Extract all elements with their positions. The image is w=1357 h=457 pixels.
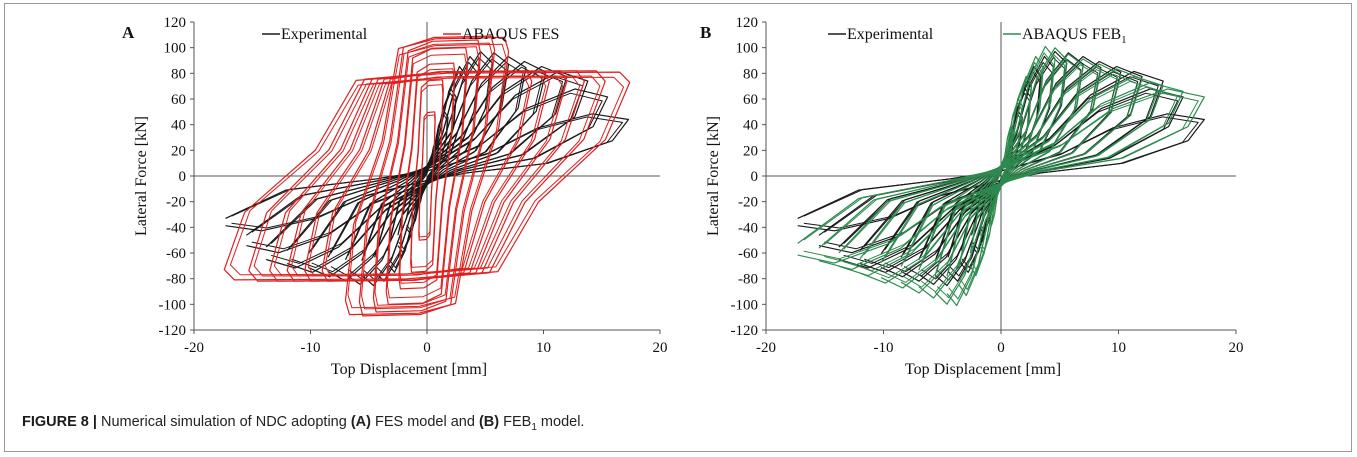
x-tick-label: -20 <box>756 340 776 356</box>
x-tick-label: 20 <box>653 340 668 356</box>
hysteresis-loop-repeat <box>884 69 1118 283</box>
y-tick-label: -40 <box>166 220 186 236</box>
x-tick-label: -20 <box>184 340 204 356</box>
hysteresis-loop-repeat <box>843 80 1159 272</box>
hysteresis-loop-repeat <box>920 59 1082 293</box>
x-tick-label: 0 <box>423 340 431 356</box>
hysteresis-loop <box>398 62 456 290</box>
y-tick-label: -60 <box>738 246 758 262</box>
series-abaqus-fes <box>223 35 631 317</box>
y-tick-label: 60 <box>743 92 758 108</box>
y-tick-label: 20 <box>171 143 186 159</box>
y-tick-label: 60 <box>171 92 186 108</box>
hysteresis-loop <box>385 47 469 305</box>
hysteresis-loop <box>344 36 510 316</box>
panel-label: B <box>700 23 711 42</box>
y-tick-label: -20 <box>738 195 758 211</box>
hysteresis-loop-repeat <box>959 62 1043 290</box>
y-tick-label: -100 <box>159 297 187 313</box>
y-tick-label: -120 <box>731 323 759 339</box>
legend-label: ABAQUS FEB1 <box>1022 26 1127 46</box>
hysteresis-loop-repeat <box>418 114 436 238</box>
hysteresis-loop-repeat <box>903 64 1099 288</box>
series-abaqus-feb <box>797 45 1205 307</box>
panel-label: A <box>122 23 135 42</box>
y-tick-label: 100 <box>164 41 187 57</box>
hysteresis-loop-repeat <box>980 102 1022 250</box>
y-tick-label: -80 <box>166 272 186 288</box>
y-tick-label: -80 <box>738 272 758 288</box>
y-tick-label: 100 <box>736 41 759 57</box>
y-tick-label: 80 <box>171 66 186 82</box>
caption-text-1: Numerical simulation of NDC adopting <box>96 414 351 430</box>
hysteresis-loop-repeat <box>936 53 1066 299</box>
caption-text-2: FES model and <box>370 414 479 430</box>
legend-label: Experimental <box>281 26 368 43</box>
y-tick-label: -40 <box>738 220 758 236</box>
x-tick-label: -10 <box>301 340 321 356</box>
figure-caption: FIGURE 8 | Numerical simulation of NDC a… <box>22 414 1322 433</box>
y-tick-label: 20 <box>743 143 758 159</box>
chart-panel-a: A-120-100-80-60-40-20020406080100120-20-… <box>122 15 668 378</box>
y-tick-label: -120 <box>159 323 187 339</box>
y-tick-label: 40 <box>743 118 758 134</box>
legend-label: ABAQUS FES <box>462 26 559 43</box>
legend-label: Experimental <box>847 26 934 43</box>
y-tick-label: 120 <box>164 15 187 31</box>
caption-subscript: 1 <box>531 421 537 433</box>
hysteresis-loop-repeat <box>330 62 524 277</box>
x-axis-label: Top Displacement [mm] <box>331 361 487 378</box>
y-axis-label: Lateral Force [kN] <box>133 116 150 236</box>
y-tick-label: 80 <box>743 66 758 82</box>
hysteresis-loop-repeat <box>229 76 625 276</box>
hysteresis-loop-repeat <box>399 68 455 284</box>
y-tick-label: 0 <box>179 169 187 185</box>
y-tick-label: -60 <box>166 246 186 262</box>
x-axis-label: Top Displacement [mm] <box>905 361 1061 378</box>
legend-subscript: 1 <box>1121 34 1127 46</box>
x-tick-label: 10 <box>1111 340 1126 356</box>
hysteresis-loop <box>372 39 482 313</box>
hysteresis-loop-repeat <box>347 58 507 280</box>
hysteresis-loop-repeat <box>803 92 1199 260</box>
hysteresis-loop-repeat <box>970 80 1032 272</box>
caption-text-4: model. <box>536 414 585 430</box>
caption-figure-label: FIGURE 8 | <box>22 414 97 430</box>
caption-bold-a: (A) <box>350 414 371 430</box>
series-experimental <box>225 50 630 287</box>
hysteresis-loop-repeat <box>363 57 491 281</box>
x-tick-label: 0 <box>997 340 1005 356</box>
hysteresis-loop-repeat <box>347 43 507 309</box>
hysteresis-loop <box>223 71 631 281</box>
hysteresis-loop-repeat <box>386 53 468 299</box>
y-axis-label: Lateral Force [kN] <box>705 116 722 236</box>
hysteresis-loop-repeat <box>948 52 1054 300</box>
y-tick-label: 0 <box>751 169 759 185</box>
y-tick-label: 40 <box>171 118 186 134</box>
x-tick-label: -10 <box>874 340 894 356</box>
x-tick-label: 10 <box>536 340 551 356</box>
caption-bold-b: (B) <box>478 414 500 430</box>
hysteresis-loop-repeat <box>398 92 456 250</box>
caption-text-3: FEB <box>499 414 532 430</box>
hysteresis-loop-repeat <box>410 84 444 268</box>
x-tick-label: 20 <box>1229 340 1244 356</box>
y-tick-label: 120 <box>736 15 759 31</box>
chart-panel-b: B-120-100-80-60-40-20020406080100120-20-… <box>700 15 1244 378</box>
hysteresis-loop-repeat <box>374 46 480 306</box>
y-tick-label: -20 <box>166 195 186 211</box>
hysteresis-loop-repeat <box>231 116 623 229</box>
y-tick-label: -100 <box>731 297 759 313</box>
